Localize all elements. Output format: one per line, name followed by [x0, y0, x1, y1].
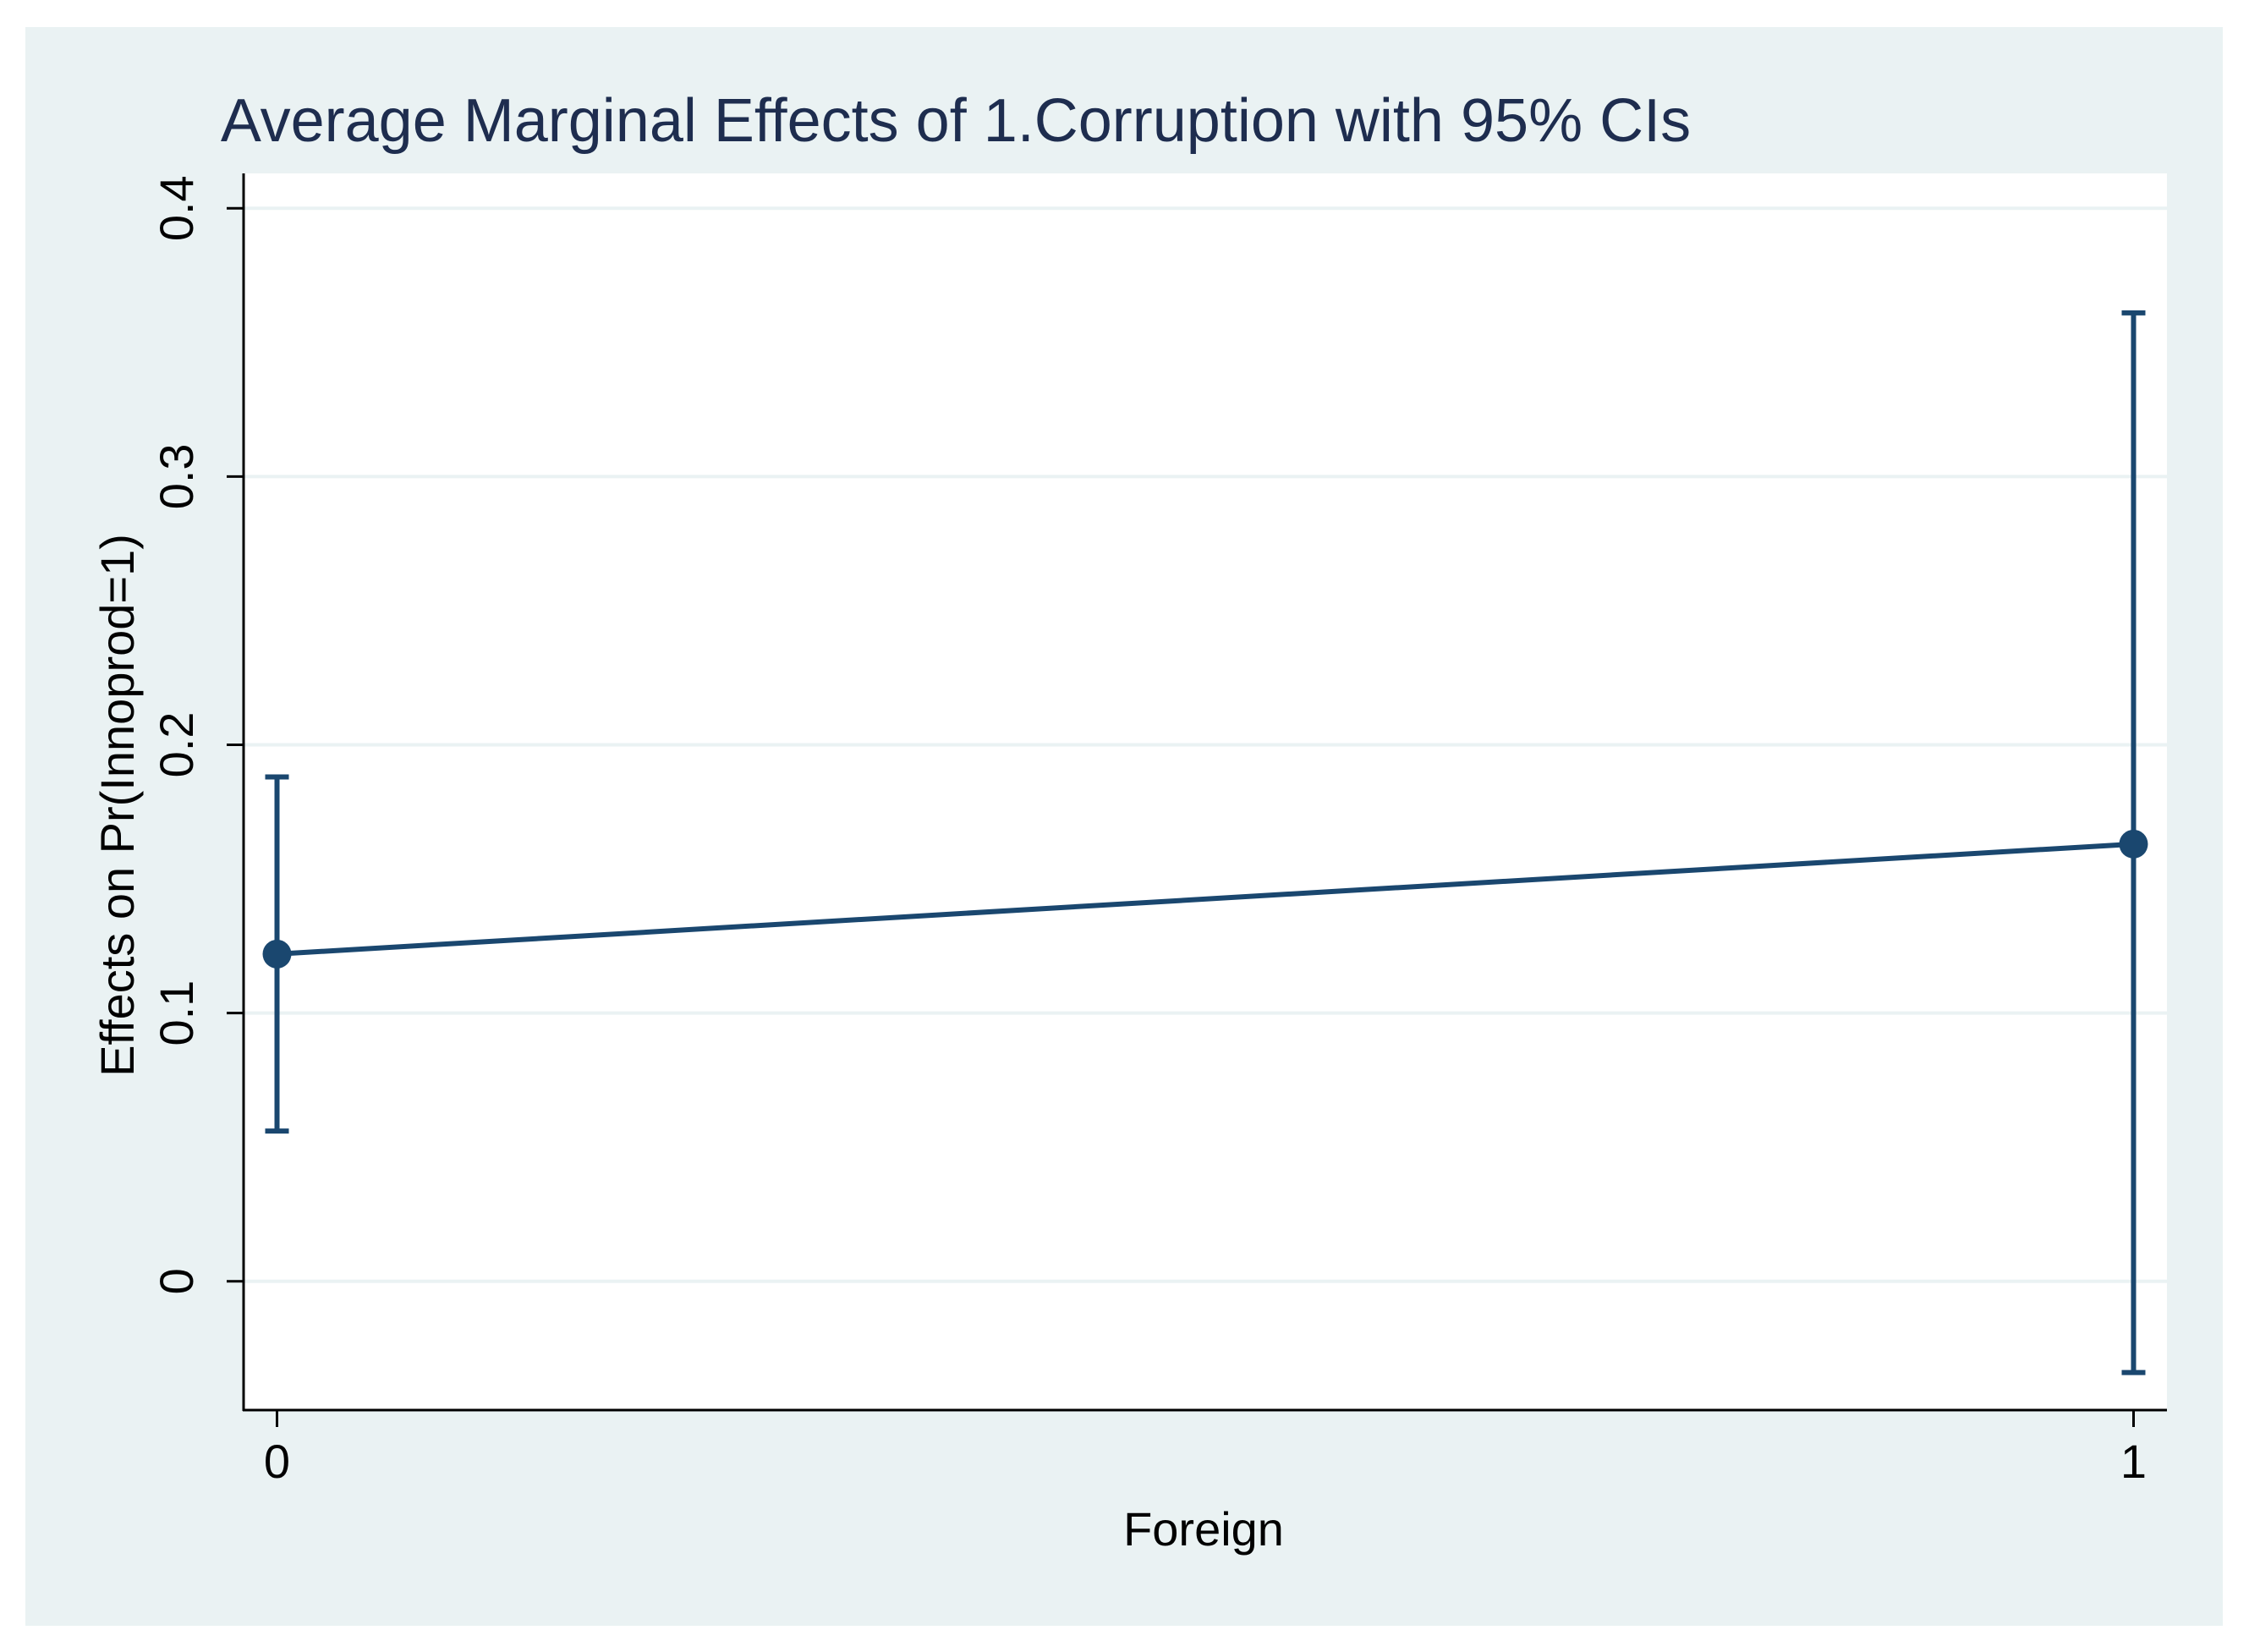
plot-area	[244, 173, 2167, 1410]
data-point-1	[2119, 829, 2148, 859]
y-axis-title: Effects on Pr(Innoprod=1)	[91, 534, 144, 1077]
y-tick-label-0: 0	[150, 1268, 203, 1294]
x-axis-title: Foreign	[1123, 1502, 1284, 1556]
gridlines	[244, 206, 2167, 1283]
ticks	[227, 206, 2135, 1427]
y-tick-label-0-3: 0.3	[150, 443, 203, 509]
series-line	[277, 841, 2134, 957]
x-tick-label-0: 0	[264, 1435, 290, 1488]
tick-labels: 0 0.1 0.2 0.3 0.4 0 1	[150, 175, 2147, 1488]
chart-title: Average Marginal Effects of 1.Corruption…	[221, 87, 1691, 155]
y-tick-label-0-1: 0.1	[150, 980, 203, 1046]
x-tick-label-1: 1	[2120, 1435, 2147, 1488]
axes	[242, 173, 2167, 1412]
data-point-0	[262, 939, 292, 969]
y-tick-label-0-2: 0.2	[150, 712, 203, 778]
y-tick-label-0-4: 0.4	[150, 175, 203, 241]
series-layer	[262, 310, 2148, 1375]
